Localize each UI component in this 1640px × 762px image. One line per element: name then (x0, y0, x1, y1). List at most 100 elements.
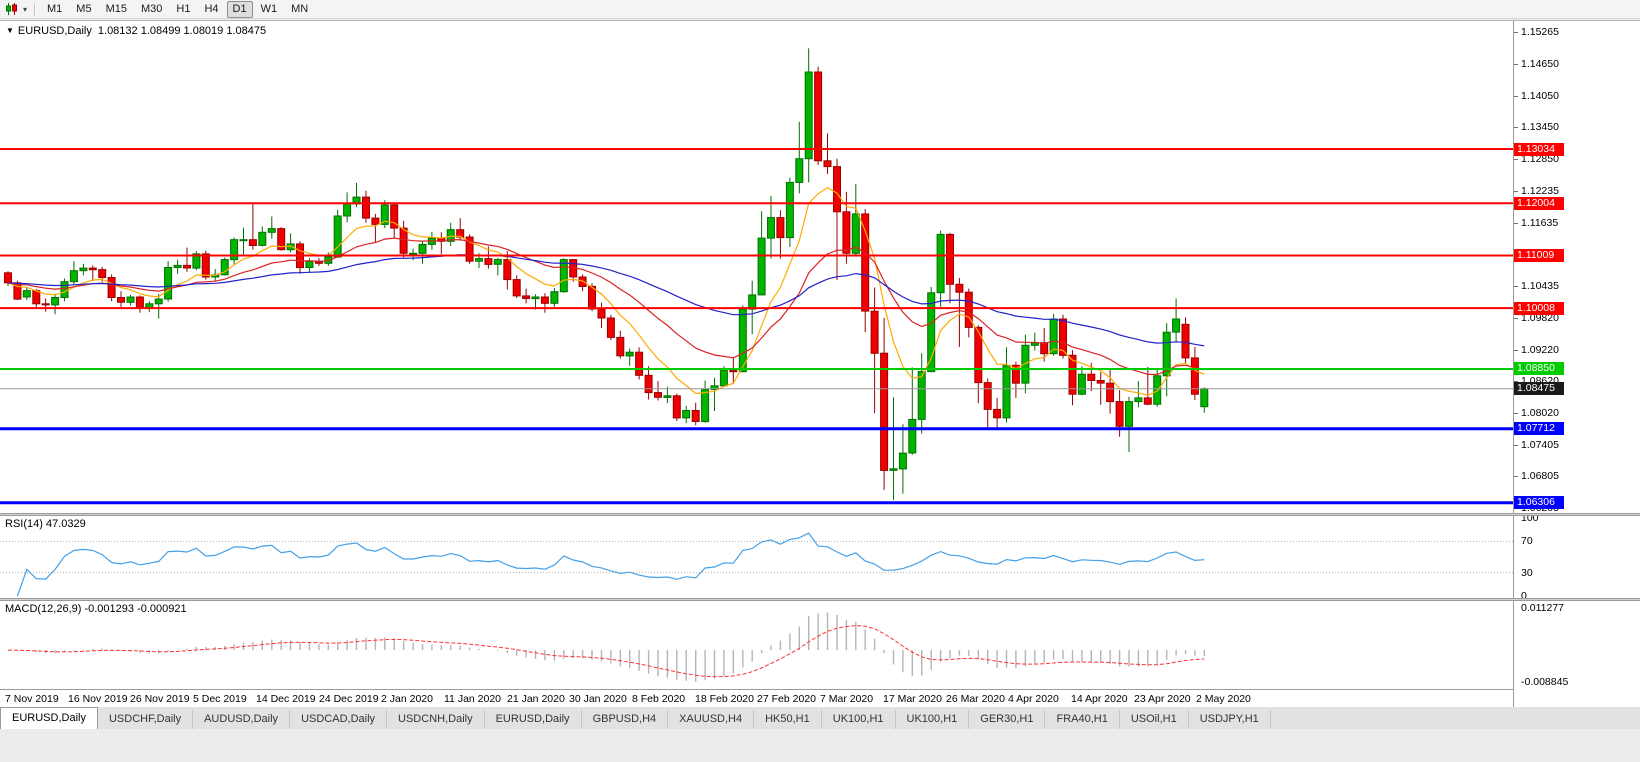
rsi-scale-label: 70 (1521, 535, 1533, 547)
date-tick-label: 2 Jan 2020 (381, 693, 433, 705)
date-tick-label: 4 Apr 2020 (1008, 693, 1059, 705)
chart-tab-audusd-daily[interactable]: AUDUSD,Daily (193, 710, 291, 729)
price-tick-label: 1.09220 (1521, 344, 1559, 356)
macd-scale-min-label: -0.008845 (1521, 676, 1569, 688)
date-tick-label: 7 Nov 2019 (5, 693, 59, 705)
hline-price-label: 1.07712 (1514, 422, 1564, 435)
chart-tab-ger30-h1[interactable]: GER30,H1 (969, 710, 1046, 729)
timeframe-button-m15[interactable]: M15 (105, 2, 127, 15)
date-axis[interactable]: 7 Nov 2019 16 Nov 2019 26 Nov 2019 5 Dec 20… (0, 689, 1513, 707)
price-tick-mark (1514, 32, 1518, 33)
pane-divider-2[interactable] (0, 598, 1640, 601)
chart-tab-usdcad-daily[interactable]: USDCAD,Daily (290, 710, 388, 729)
rsi-chart[interactable] (0, 516, 1513, 598)
chart-tab-fra40-h1[interactable]: FRA40,H1 (1045, 710, 1120, 729)
date-tick-label: 14 Dec 2019 (256, 693, 316, 705)
date-tick-label: 27 Feb 2020 (757, 693, 816, 705)
price-tick-label: 1.06805 (1521, 470, 1559, 482)
hline-price-label: 1.10008 (1514, 302, 1564, 315)
price-tick-mark (1514, 127, 1518, 128)
price-tick-mark (1514, 64, 1518, 65)
candlestick-icon (6, 3, 17, 15)
chart-tab-uk100-h1[interactable]: UK100,H1 (822, 710, 896, 729)
collapse-triangle-icon[interactable]: ▼ (6, 26, 14, 35)
price-tick-mark (1514, 159, 1518, 160)
price-tick-label: 1.14650 (1521, 58, 1559, 70)
chart-symbol-label: EURUSD,Daily (17, 25, 92, 37)
price-tick-label: 1.11635 (1521, 217, 1559, 229)
price-tick-mark (1514, 445, 1518, 446)
hline-price-label: 1.13034 (1514, 143, 1564, 156)
date-tick-label: 30 Jan 2020 (569, 693, 627, 705)
price-tick-mark (1514, 96, 1518, 97)
timeframe-button-m30[interactable]: M30 (140, 2, 163, 15)
timeframe-button-mn[interactable]: MN (291, 2, 309, 15)
bid-price-label: 1.08475 (1514, 382, 1564, 395)
candlestick-chart[interactable] (0, 21, 1513, 513)
price-tick-mark (1514, 381, 1518, 382)
date-tick-label: 26 Nov 2019 (130, 693, 190, 705)
date-tick-label: 26 Mar 2020 (946, 693, 1005, 705)
toolbar-separator (34, 2, 36, 16)
date-tick-label: 2 May 2020 (1196, 693, 1251, 705)
rsi-pane[interactable]: RSI(14) 47.0329 (0, 516, 1513, 598)
date-tick-label: 16 Nov 2019 (68, 693, 128, 705)
chart-tab-gbpusd-h4[interactable]: GBPUSD,H4 (582, 710, 669, 729)
price-scale[interactable]: 1.15265 1.14650 1.14050 1.13450 1.12850 1.122… (1513, 21, 1640, 707)
chart-type-dropdown-icon[interactable]: ▾ (23, 4, 28, 14)
date-tick-label: 21 Jan 2020 (507, 693, 565, 705)
rsi-scale-label: 30 (1521, 567, 1533, 579)
timeframe-button-h1[interactable]: H1 (176, 2, 191, 15)
timeframe-button-m5[interactable]: M5 (76, 2, 92, 15)
chart-tab-hk50-h1[interactable]: HK50,H1 (754, 710, 822, 729)
price-tick-label: 1.13450 (1521, 121, 1559, 133)
price-tick-label: 1.09820 (1521, 312, 1559, 324)
price-tick-label: 1.12850 (1521, 153, 1559, 165)
date-tick-label: 14 Apr 2020 (1071, 693, 1128, 705)
date-tick-label: 18 Feb 2020 (695, 693, 754, 705)
chart-tab-eurusd-daily[interactable]: EURUSD,Daily (485, 710, 582, 729)
macd-pane[interactable]: MACD(12,26,9) -0.001293 -0.000921 (0, 601, 1513, 689)
timeframe-button-w1[interactable]: W1 (260, 2, 278, 15)
hline-price-label: 1.12004 (1514, 197, 1564, 210)
chart-tab-usdjpy-h1[interactable]: USDJPY,H1 (1189, 710, 1271, 729)
chart-window: ▼ EURUSD,Daily 1.08132 1.08499 1.08019 1.0… (0, 20, 1640, 707)
price-tick-mark (1514, 413, 1518, 414)
price-tick-label: 1.15265 (1521, 26, 1559, 38)
date-tick-label: 24 Dec 2019 (319, 693, 379, 705)
price-tick-mark (1514, 476, 1518, 477)
hline-price-label: 1.08850 (1514, 362, 1564, 375)
macd-chart[interactable] (0, 601, 1513, 689)
price-tick-label: 1.14050 (1521, 90, 1559, 102)
price-tick-mark (1514, 286, 1518, 287)
chart-ohlc-values: 1.08132 1.08499 1.08019 1.08475 (97, 25, 267, 37)
rsi-label: RSI(14) 47.0329 (5, 518, 86, 530)
timeframe-button-m1[interactable]: M1 (47, 2, 63, 15)
timeframe-button-h4[interactable]: H4 (204, 2, 219, 15)
chart-tab-usoil-h1[interactable]: USOil,H1 (1120, 710, 1189, 729)
status-area (0, 729, 1640, 762)
hline-price-label: 1.11009 (1514, 249, 1564, 262)
price-chart-pane[interactable]: ▼ EURUSD,Daily 1.08132 1.08499 1.08019 1.0… (0, 21, 1513, 513)
toolbar: ▾ M1 M5 M15 M30 H1 H4 D1 W1 MN (0, 0, 1640, 19)
timeframe-button-d1[interactable]: D1 (226, 0, 253, 18)
hline-price-label: 1.06306 (1514, 496, 1564, 509)
pane-divider[interactable] (0, 513, 1640, 516)
date-tick-label: 5 Dec 2019 (193, 693, 247, 705)
chart-tab-usdchf-daily[interactable]: USDCHF,Daily (98, 710, 194, 729)
chart-title: ▼ EURUSD,Daily 1.08132 1.08499 1.08019 1.0… (6, 25, 266, 37)
chart-tab-uk100-h1[interactable]: UK100,H1 (896, 710, 970, 729)
price-tick-mark (1514, 350, 1518, 351)
price-tick-mark (1514, 223, 1518, 224)
chart-type-candlestick-icon[interactable] (3, 2, 21, 17)
price-tick-label: 1.10435 (1521, 280, 1559, 292)
chart-tab-usdcnh-daily[interactable]: USDCNH,Daily (387, 710, 485, 729)
date-tick-label: 17 Mar 2020 (883, 693, 942, 705)
date-tick-label: 7 Mar 2020 (820, 693, 874, 705)
price-tick-label: 1.08020 (1521, 407, 1559, 419)
price-tick-mark (1514, 191, 1518, 192)
chart-tab-xauusd-h4[interactable]: XAUUSD,H4 (668, 710, 755, 729)
macd-label: MACD(12,26,9) -0.001293 -0.000921 (5, 603, 187, 615)
chart-tab-eurusd-daily[interactable]: EURUSD,Daily (0, 707, 98, 729)
